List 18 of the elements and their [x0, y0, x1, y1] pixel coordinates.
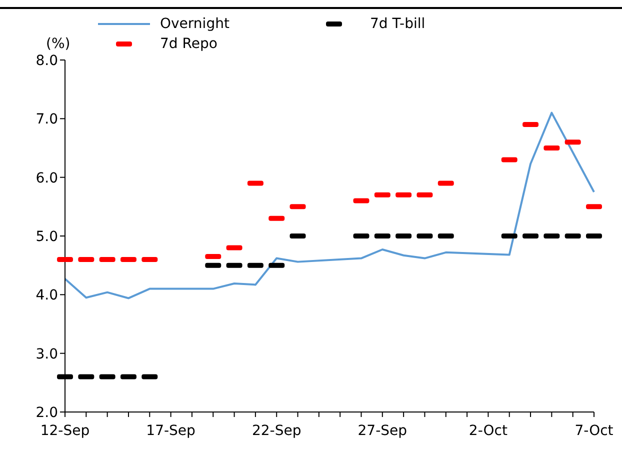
x-tick-label: 22-Sep [252, 422, 302, 439]
x-tick-label: 7-Oct [574, 422, 614, 439]
x-tick-label: 12-Sep [40, 422, 90, 439]
x-tick-label: 27-Sep [358, 422, 408, 439]
legend-label: 7d T-bill [370, 16, 426, 32]
y-tick-label: 4.0 [36, 288, 58, 304]
y-tick-label: 8.0 [36, 52, 58, 69]
y-tick-label: 3.0 [36, 346, 58, 362]
line-series [64, 112, 595, 300]
y-tick-label: 2.0 [36, 404, 58, 421]
x-tick-label: 17-Sep [146, 422, 196, 439]
y-axis-title: (%) [46, 36, 70, 52]
legend-label: 7d Repo [160, 36, 218, 52]
y-tick-label: 5.0 [36, 228, 58, 245]
legend-label: Overnight [160, 16, 230, 32]
x-tick-label: 2-Oct [468, 422, 508, 439]
y-tick-label: 6.0 [36, 170, 58, 186]
y-tick-label: 7.0 [36, 112, 58, 128]
